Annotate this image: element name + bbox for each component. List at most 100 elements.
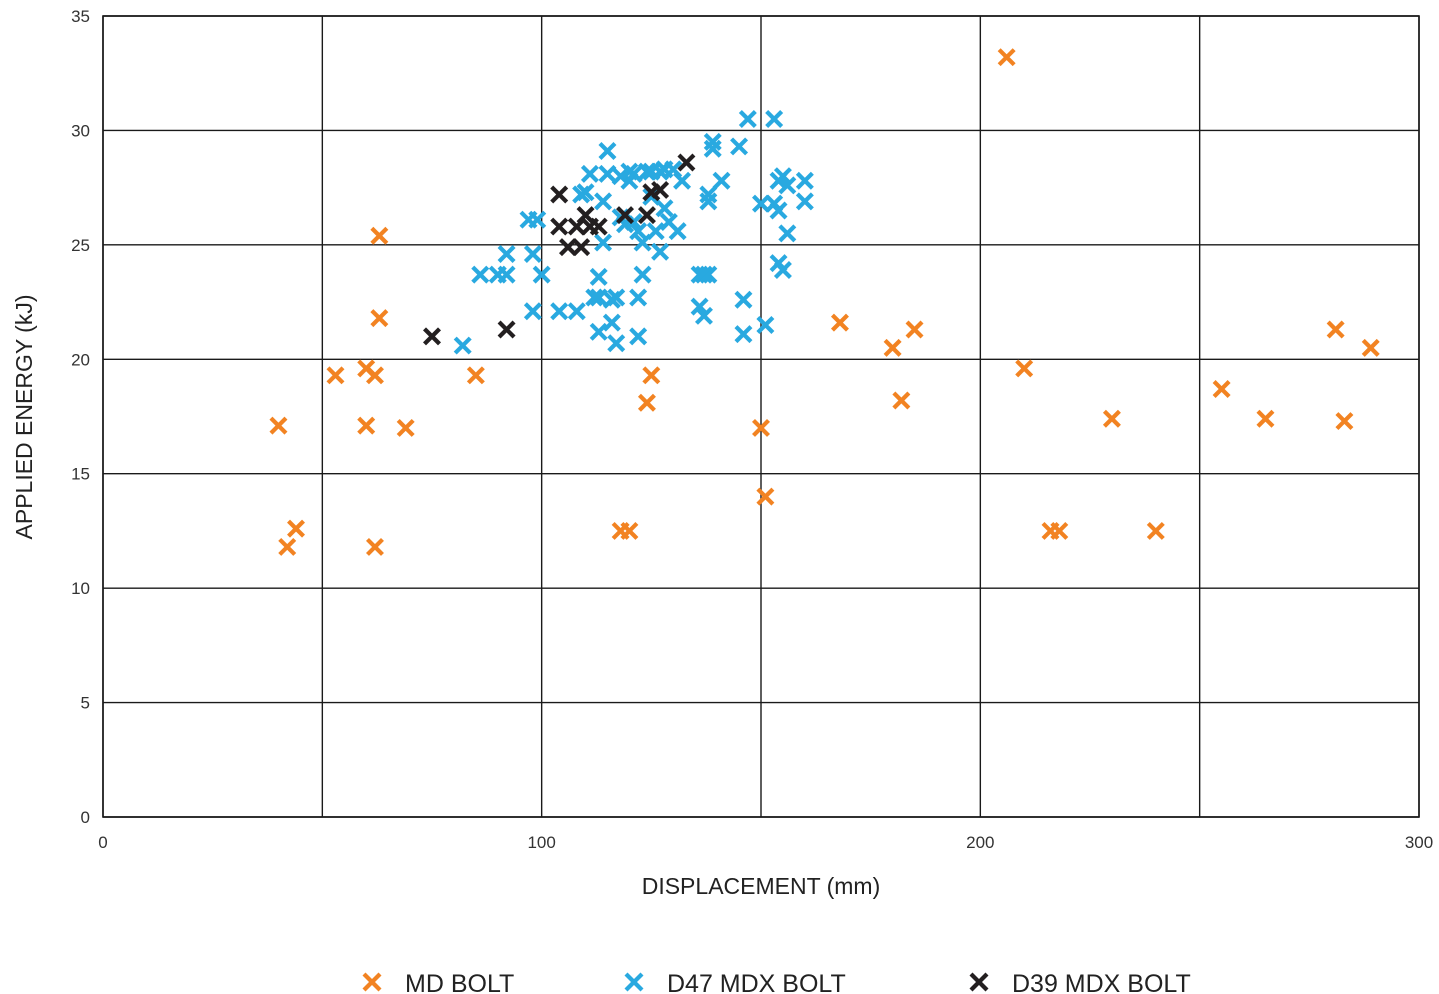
data-point: [756, 315, 775, 334]
data-point: [594, 192, 613, 211]
data-point: [607, 334, 626, 353]
data-point: [830, 313, 849, 332]
data-point: [585, 288, 604, 307]
data-point: [765, 110, 784, 128]
y-tick-label: 15: [71, 465, 90, 484]
data-point: [326, 366, 345, 385]
data-point: [773, 167, 792, 186]
y-tick-label: 0: [81, 808, 90, 827]
data-point: [712, 171, 731, 190]
data-point: [1102, 409, 1121, 428]
legend: MD BOLT D47 MDX BOLT D39 MDX BOLT: [362, 970, 1191, 994]
plot-border: [102, 15, 1420, 818]
data-point: [453, 336, 472, 355]
data-point: [703, 132, 722, 151]
data-point: [370, 226, 389, 245]
data-point: [471, 265, 490, 284]
data-point: [532, 265, 551, 284]
data-point: [624, 164, 643, 183]
legend-item-0: MD BOLT: [362, 970, 514, 994]
data-point: [651, 242, 670, 261]
data-point: [655, 199, 674, 218]
data-point: [287, 519, 305, 538]
data-point: [497, 265, 516, 284]
data-point: [550, 185, 569, 204]
data-point: [357, 416, 376, 435]
legend-marker: [969, 972, 989, 992]
data-point: [528, 210, 547, 229]
data-point: [1212, 380, 1231, 399]
data-point: [699, 265, 718, 284]
data-point: [370, 309, 389, 328]
data-point: [690, 297, 709, 316]
data-point: [642, 366, 661, 385]
data-point: [523, 302, 542, 321]
data-point: [734, 325, 753, 344]
plot-frame: [102, 15, 1420, 818]
data-point: [602, 313, 621, 332]
data-point: [616, 206, 634, 225]
data-point: [883, 338, 902, 357]
data-point: [646, 222, 665, 241]
data-point: [694, 265, 713, 284]
data-point: [637, 206, 656, 225]
data-point: [598, 142, 617, 161]
data-point: [703, 139, 722, 158]
data-point: [559, 238, 577, 257]
data-point: [778, 224, 797, 243]
data-point: [1326, 320, 1345, 339]
data-point: [752, 418, 770, 437]
legend-label: MD BOLT: [405, 970, 514, 994]
data-point: [769, 201, 788, 220]
data-point: [629, 222, 648, 241]
y-tick-label: 5: [81, 694, 90, 713]
x-axis-ticks: 0 100 200 300: [98, 833, 1433, 852]
data-point: [611, 167, 630, 186]
data-point: [423, 327, 441, 346]
legend-marker: [362, 972, 382, 992]
data-point: [637, 162, 656, 181]
data-point: [576, 183, 595, 202]
y-tick-label: 35: [71, 7, 90, 26]
y-axis-ticks: 0 5 10 15 20 25 30 35: [71, 7, 90, 827]
data-point: [778, 176, 797, 195]
data-point: [589, 288, 608, 307]
legend-label: D47 MDX BOLT: [667, 970, 846, 994]
data-point: [589, 217, 608, 236]
data-point: [607, 288, 626, 307]
y-tick-label: 20: [71, 350, 90, 369]
data-point: [795, 192, 814, 211]
data-point: [497, 320, 516, 339]
data-point: [892, 391, 911, 410]
legend-item-1: D47 MDX BOLT: [624, 970, 846, 994]
series-1: [453, 110, 814, 355]
data-point: [1361, 338, 1380, 357]
x-tick-label: 100: [527, 833, 555, 852]
data-point: [396, 418, 415, 437]
data-point: [1335, 412, 1354, 431]
legend-marker: [624, 972, 644, 992]
data-point: [365, 537, 384, 556]
y-axis-title: APPLIED ENERGY (kJ): [11, 295, 37, 540]
y-tick-label: 25: [71, 236, 90, 255]
data-point: [905, 320, 924, 339]
data-point: [633, 265, 652, 284]
data-point: [997, 48, 1016, 67]
x-tick-label: 200: [966, 833, 994, 852]
data-point: [497, 245, 516, 263]
legend-item-2: D39 MDX BOLT: [969, 970, 1191, 994]
series-0: [269, 48, 1380, 556]
data-point: [694, 306, 713, 325]
series-2: [423, 153, 696, 346]
y-tick-label: 10: [71, 579, 90, 598]
data-point: [734, 290, 753, 309]
data-point: [629, 327, 648, 346]
legend-label: D39 MDX BOLT: [1012, 970, 1191, 994]
data-point: [1015, 359, 1034, 378]
data-point: [589, 322, 608, 341]
data-point: [752, 194, 770, 213]
data-point: [773, 261, 792, 280]
data-point: [589, 267, 608, 286]
data-point: [699, 192, 718, 211]
